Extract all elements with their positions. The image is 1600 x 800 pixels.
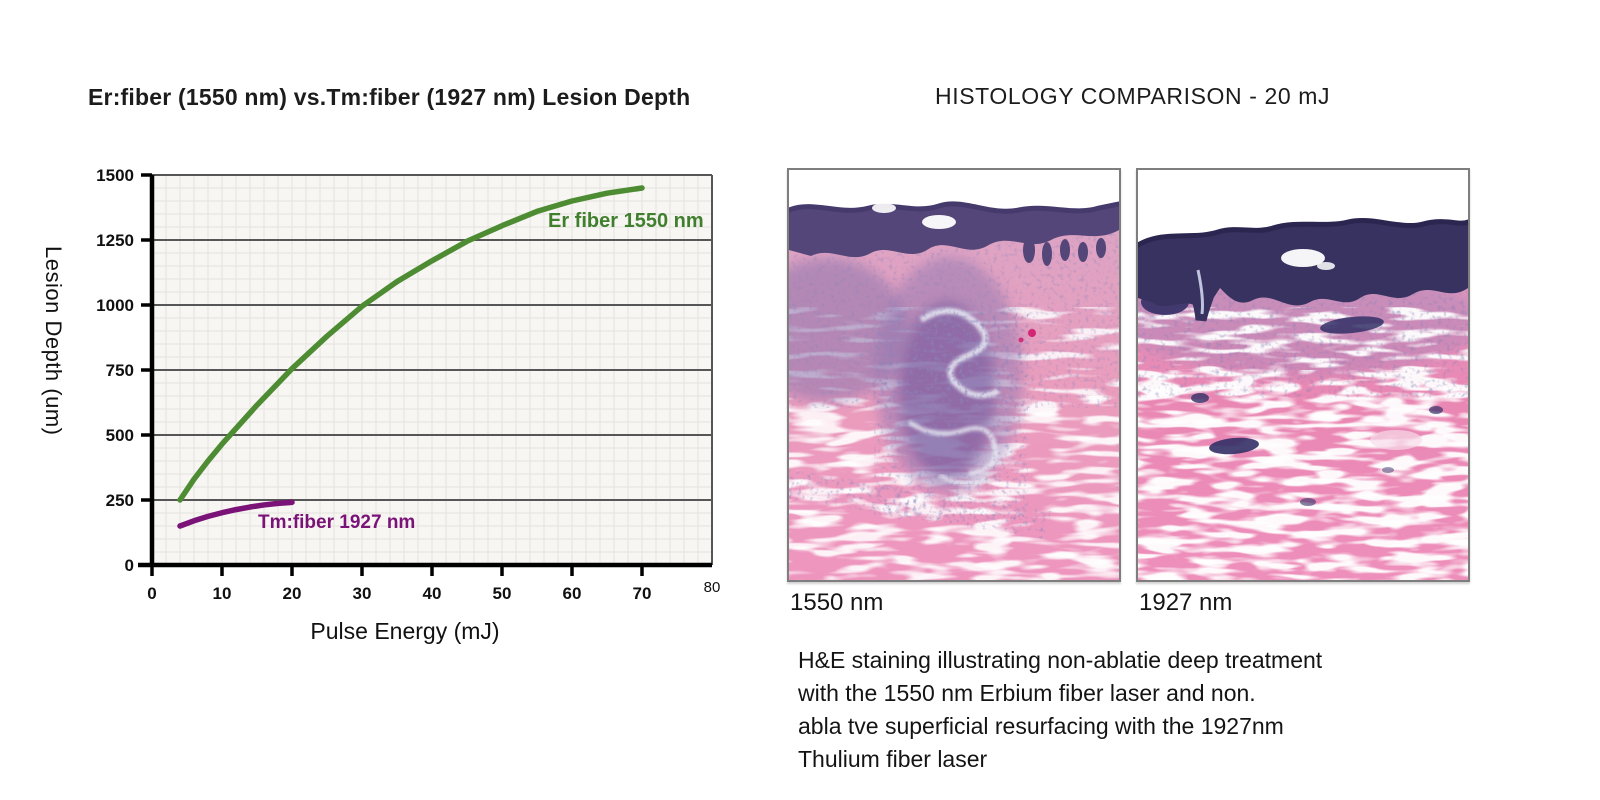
y-tick-label: 750 [106, 361, 134, 380]
chart-title: Er:fiber (1550 nm) vs.Tm:fiber (1927 nm)… [88, 84, 691, 110]
y-tick-label: 0 [125, 556, 134, 575]
y-tick-label: 1250 [96, 231, 134, 250]
epidermis-1550 [789, 203, 1119, 258]
x-tick-label: 70 [633, 584, 652, 603]
y-tick-label: 1500 [96, 166, 134, 185]
image-label-1927: 1927 nm [1139, 589, 1233, 616]
figure-caption: H&E staining illustrating non-ablatie de… [798, 644, 1458, 776]
x-tick-label: 50 [493, 584, 512, 603]
caption-line: with the 1550 nm Erbium fiber laser and … [798, 680, 1256, 706]
histology-1927-illustration [1138, 170, 1468, 580]
x-axis-label: Pulse Energy (mJ) [310, 618, 500, 644]
histology-image-1927 [1136, 168, 1470, 582]
series-label-er-fiber: Er fiber 1550 nm [548, 210, 704, 232]
histology-1550-illustration [789, 170, 1119, 580]
series-label-tm-fiber: Tm:fiber 1927 nm [258, 512, 416, 533]
caption-line: Thulium fiber laser [798, 746, 988, 772]
image-label-1550: 1550 nm [790, 589, 884, 616]
lesion-depth-chart: 0 10 20 30 40 50 60 70 80 0 250 500 750 1000 1250 1500 [96, 166, 721, 603]
y-axis-label: Lesion Depth (um) [41, 246, 66, 436]
x-tick-label: 30 [353, 584, 372, 603]
series-line [177, 185, 645, 503]
x-tick-label: 80 [704, 579, 721, 596]
series-line [177, 499, 295, 529]
x-tick-label: 20 [283, 584, 302, 603]
x-tick-label: 10 [213, 584, 232, 603]
y-tick-label: 1000 [96, 296, 134, 315]
caption-line: H&E staining illustrating non-ablatie de… [798, 647, 1323, 673]
histology-title: HISTOLOGY COMPARISON - 20 mJ [935, 83, 1331, 109]
y-tick-label: 250 [106, 491, 134, 510]
caption-line: abla tve superficial resurfacing with th… [798, 713, 1284, 739]
x-tick-label: 0 [147, 584, 156, 603]
x-tick-label: 60 [563, 584, 582, 603]
histology-image-1550 [787, 168, 1121, 582]
epidermal-fold [1180, 256, 1225, 322]
x-tick-label: 40 [423, 584, 442, 603]
y-tick-label: 500 [106, 426, 134, 445]
